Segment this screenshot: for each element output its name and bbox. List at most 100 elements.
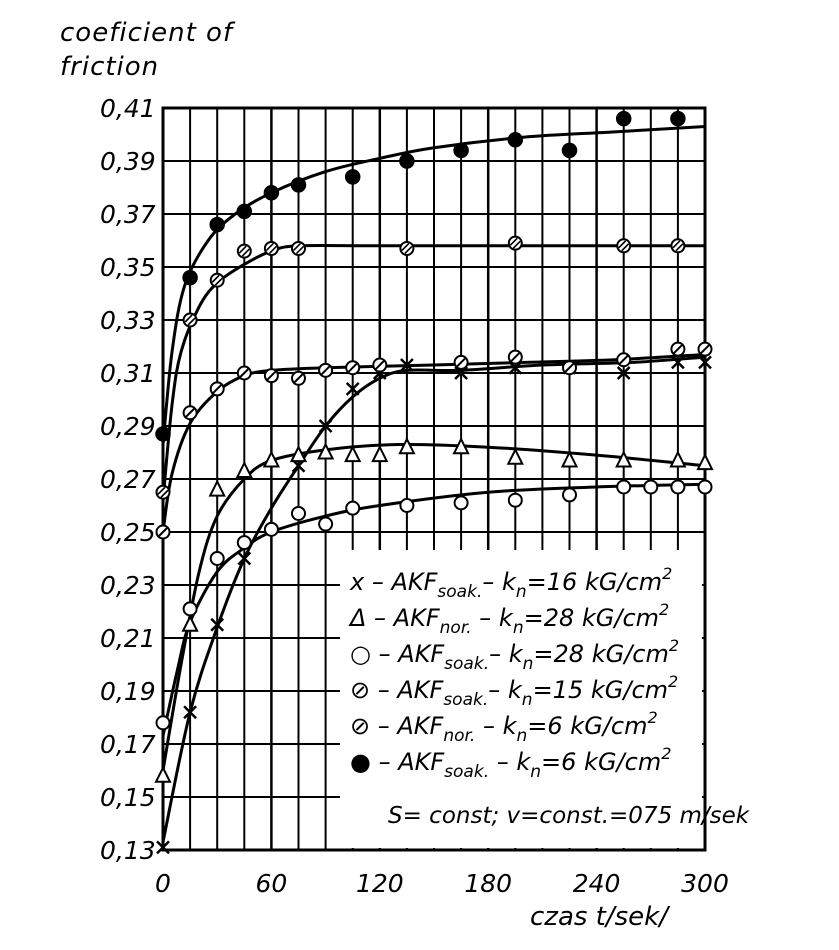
data-point [290, 177, 307, 193]
data-point [670, 341, 686, 357]
data-point [562, 360, 577, 376]
data-point [208, 479, 226, 497]
data-point [670, 479, 686, 495]
data-point [398, 436, 416, 455]
legend-entry: ● – AKFsoak. – kn=6 kG/cm2 [350, 744, 671, 782]
data-point [698, 355, 712, 370]
x-tick-label: 180 [464, 869, 512, 898]
data-point [318, 362, 334, 378]
y-tick-label: 0,29 [100, 412, 156, 441]
series-curve [161, 482, 706, 737]
y-tick-label: 0,27 [100, 465, 156, 494]
data-point [237, 551, 252, 566]
y-tick-label: 0,21 [100, 624, 156, 653]
data-point [263, 240, 279, 256]
y-axis-ticks: 0,13 0,15 0,17 0,19 0,21 0,23 0,25 0,27 0,29 0,31… [100, 94, 156, 865]
data-point [562, 487, 577, 503]
data-point [291, 240, 306, 256]
x-axis-title: czas t/sek/ [530, 902, 671, 932]
data-point [154, 765, 172, 783]
data-point [453, 354, 469, 370]
data-point [670, 238, 686, 254]
data-point [452, 436, 470, 455]
data-point [561, 142, 578, 159]
y-tick-label: 0,13 [100, 836, 156, 865]
data-point [697, 479, 713, 495]
data-point [560, 450, 579, 468]
y-tick-label: 0,31 [100, 359, 156, 388]
y-tick-label: 0,17 [100, 730, 156, 759]
y-tick-label: 0,25 [100, 518, 156, 547]
data-point [507, 492, 523, 508]
data-point [209, 272, 225, 288]
data-point [615, 110, 632, 127]
data-point [210, 617, 225, 632]
data-point [453, 142, 469, 159]
data-point [399, 153, 415, 169]
data-point [371, 444, 389, 463]
x-tick-label: 120 [356, 869, 404, 898]
x-axis-ticks: 0 60 120 180 240 300 [155, 869, 729, 898]
data-point [507, 235, 523, 251]
data-point [155, 426, 171, 442]
data-point [209, 381, 225, 397]
data-point [696, 452, 714, 471]
data-point [236, 365, 252, 381]
data-point [235, 460, 253, 479]
data-point [670, 110, 686, 127]
y-tick-label: 0,33 [100, 306, 156, 335]
data-point [182, 601, 198, 617]
data-point [155, 524, 171, 540]
data-point [399, 498, 415, 513]
data-point [236, 203, 253, 220]
data-point [289, 444, 308, 463]
data-point [182, 312, 198, 328]
data-point [263, 185, 280, 201]
data-point [183, 705, 197, 720]
y-tick-label: 0,15 [100, 783, 156, 812]
data-point [643, 479, 659, 495]
legend-entry: Δ – AKFnor. – kn=28 kG/cm2 [348, 600, 669, 638]
data-point [345, 500, 361, 516]
y-axis-title-line2: friction [60, 52, 160, 82]
data-point [345, 382, 360, 396]
data-point [400, 358, 414, 372]
data-point [453, 495, 469, 511]
data-point [262, 450, 281, 468]
legend-entry: ⊘ – AKFnor. – kn=6 kG/cm2 [350, 708, 658, 746]
data-point [236, 243, 252, 259]
y-tick-label: 0,39 [100, 147, 156, 176]
data-point [182, 269, 198, 286]
data-point [616, 479, 632, 495]
data-point [507, 132, 524, 148]
data-point [209, 551, 225, 566]
data-point [697, 341, 713, 357]
conditions-note: S= const; v=const.=075 m/sek [388, 803, 751, 829]
data-point [344, 169, 361, 185]
x-tick-label: 240 [573, 869, 621, 898]
data-point [616, 352, 632, 368]
data-point [155, 484, 171, 500]
data-point [291, 505, 306, 521]
note-box [380, 795, 702, 835]
data-point [316, 442, 335, 460]
y-tick-label: 0,23 [100, 571, 156, 600]
y-axis-title-line1: coeficient of [60, 18, 234, 48]
data-point [236, 535, 252, 551]
data-point [372, 357, 388, 373]
series-curve [161, 355, 706, 843]
data-points [154, 110, 714, 855]
data-point [263, 521, 279, 537]
data-point [615, 450, 633, 468]
data-point [155, 715, 171, 731]
data-point [291, 370, 306, 386]
data-point [344, 444, 362, 463]
series-curve [161, 243, 705, 501]
data-point [616, 238, 632, 254]
data-point [616, 366, 631, 380]
legend-entry: ⊘ – AKFsoak.– kn=15 kG/cm2 [350, 672, 678, 710]
data-point [182, 405, 198, 421]
data-point [506, 447, 524, 465]
y-tick-label: 0,35 [100, 253, 156, 282]
